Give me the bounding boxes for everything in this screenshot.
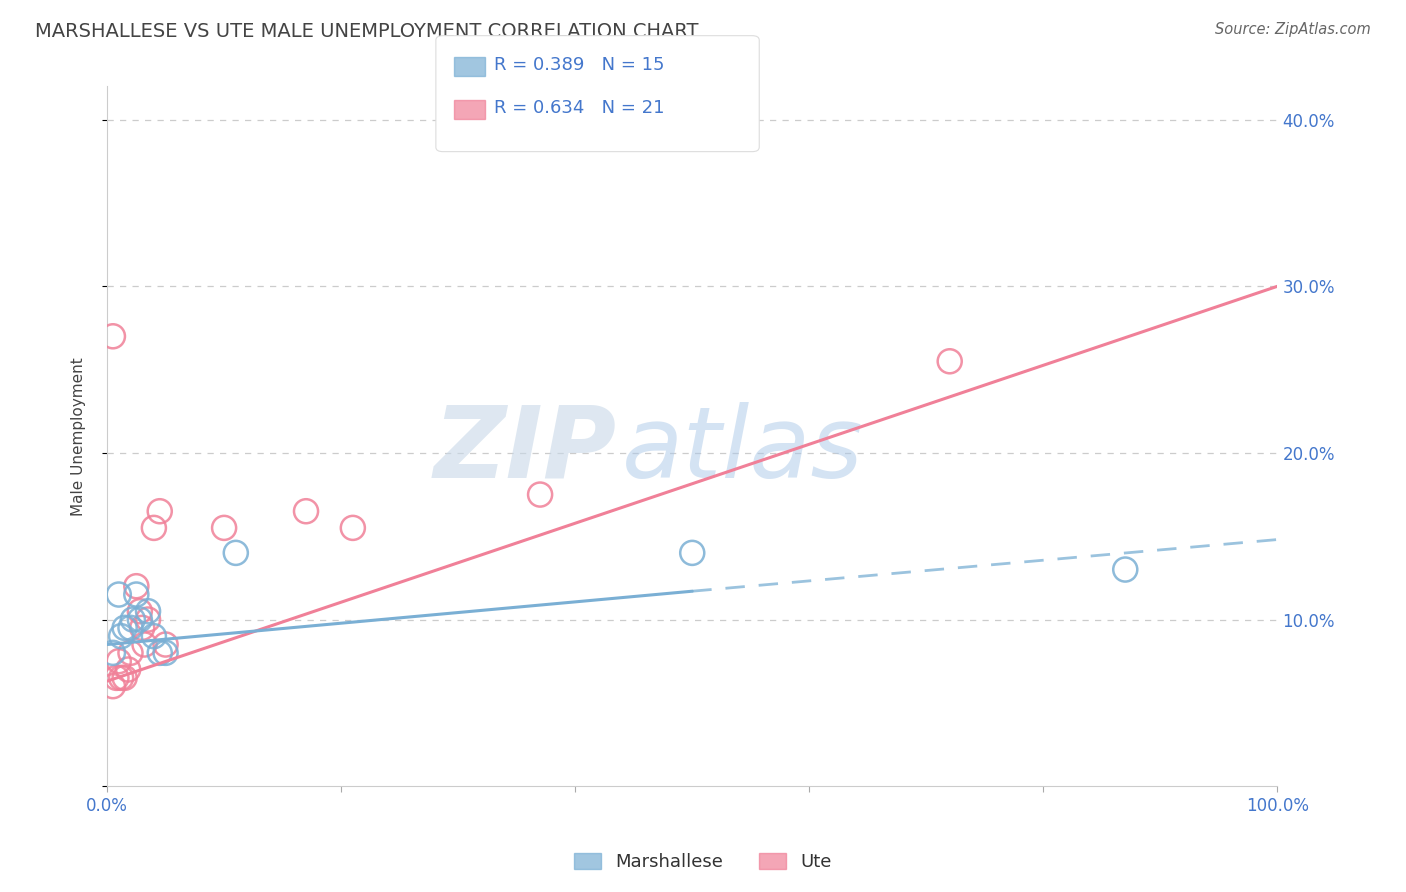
- Point: [212, 521, 235, 535]
- Point: [131, 621, 153, 635]
- Point: [136, 604, 159, 618]
- Point: [101, 329, 124, 343]
- Point: [128, 613, 150, 627]
- Point: [225, 546, 247, 560]
- Point: [136, 613, 159, 627]
- Legend: Marshallese, Ute: Marshallese, Ute: [567, 846, 839, 879]
- Point: [938, 354, 960, 368]
- Point: [120, 646, 142, 660]
- Point: [681, 546, 703, 560]
- Point: [110, 629, 132, 643]
- Point: [142, 629, 165, 643]
- Text: R = 0.634   N = 21: R = 0.634 N = 21: [494, 99, 664, 117]
- Point: [120, 621, 142, 635]
- Point: [149, 504, 172, 518]
- Point: [105, 671, 128, 685]
- Point: [114, 621, 136, 635]
- Point: [121, 613, 143, 627]
- Point: [142, 521, 165, 535]
- Point: [107, 588, 129, 602]
- Point: [101, 646, 124, 660]
- Point: [529, 487, 551, 501]
- Text: R = 0.389   N = 15: R = 0.389 N = 15: [494, 56, 664, 74]
- Point: [110, 671, 132, 685]
- Point: [342, 521, 364, 535]
- Point: [155, 646, 177, 660]
- Point: [125, 588, 148, 602]
- Y-axis label: Male Unemployment: Male Unemployment: [72, 357, 86, 516]
- Text: atlas: atlas: [621, 401, 863, 499]
- Point: [149, 646, 172, 660]
- Point: [107, 654, 129, 668]
- Text: ZIP: ZIP: [433, 401, 616, 499]
- Point: [295, 504, 318, 518]
- Point: [117, 663, 139, 677]
- Point: [114, 671, 136, 685]
- Point: [1114, 563, 1136, 577]
- Point: [125, 579, 148, 593]
- Point: [134, 638, 156, 652]
- Text: MARSHALLESE VS UTE MALE UNEMPLOYMENT CORRELATION CHART: MARSHALLESE VS UTE MALE UNEMPLOYMENT COR…: [35, 22, 699, 41]
- Point: [155, 638, 177, 652]
- Text: Source: ZipAtlas.com: Source: ZipAtlas.com: [1215, 22, 1371, 37]
- Point: [101, 679, 124, 693]
- Point: [128, 604, 150, 618]
